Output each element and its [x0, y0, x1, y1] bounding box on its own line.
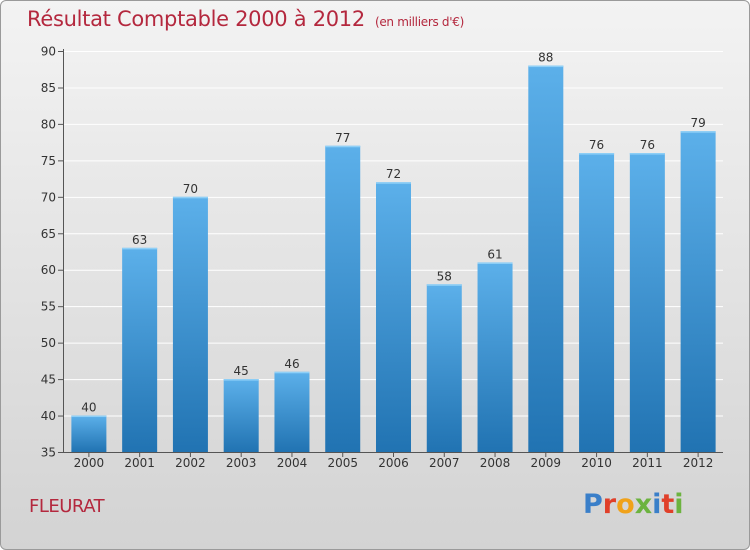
bar-2011	[629, 153, 665, 452]
data-label-2003: 45	[234, 364, 249, 378]
data-label-2006: 72	[386, 167, 401, 181]
x-tick-label: 2003	[226, 456, 257, 470]
y-tick-label: 40	[41, 409, 56, 423]
x-tick-label: 2002	[175, 456, 206, 470]
x-tick-label: 2001	[124, 456, 155, 470]
x-tick-label: 2012	[683, 456, 714, 470]
y-tick-label: 55	[41, 300, 56, 314]
bar-2007	[426, 284, 462, 452]
x-tick-label: 2006	[378, 456, 409, 470]
x-tick-label: 2008	[480, 456, 511, 470]
x-tick-label: 2007	[429, 456, 460, 470]
y-tick-label: 65	[41, 227, 56, 241]
axis-layer: 35 40 45 50 55 60 65 70 75 80 85 90 2000 2001 2002 2003…	[41, 45, 723, 470]
x-tick-label: 2010	[581, 456, 612, 470]
chart-unit: (en milliers d'€)	[374, 15, 464, 29]
data-label-2009: 88	[538, 51, 553, 65]
bar-2004	[274, 371, 310, 452]
bar-2002	[172, 196, 208, 452]
y-tick-label: 80	[41, 117, 56, 131]
bar-2008	[477, 262, 513, 452]
y-tick-label: 35	[41, 446, 56, 460]
data-label-2007: 58	[437, 269, 452, 283]
chart-title: Résultat Comptable 2000 à 2012 (en millie…	[27, 7, 464, 31]
bar-highlight	[274, 371, 310, 374]
bar-2009	[528, 65, 564, 452]
bar-highlight	[172, 196, 208, 199]
bar-2012	[680, 131, 716, 452]
data-label-2011: 76	[640, 138, 655, 152]
bar-2000	[71, 415, 107, 452]
x-tick-label: 2009	[531, 456, 562, 470]
bar-highlight	[579, 153, 615, 155]
bar-highlight	[426, 284, 462, 286]
data-label-2010: 76	[589, 138, 604, 152]
x-tick-label: 2005	[327, 456, 358, 470]
bar-highlight	[325, 145, 361, 148]
data-label-2002: 70	[183, 182, 198, 196]
x-tick-label: 2004	[277, 456, 308, 470]
data-label-2001: 63	[132, 233, 147, 247]
bar-highlight	[528, 65, 564, 68]
bar-highlight	[376, 182, 411, 184]
x-tick-label: 2000	[74, 456, 105, 470]
bar-highlight	[629, 153, 665, 155]
logo-letter: x	[634, 489, 653, 520]
logo-letter: t	[661, 489, 675, 520]
bar-highlight	[71, 415, 107, 418]
data-label-2005: 77	[335, 131, 350, 145]
bar-2003	[223, 379, 259, 452]
logo-letter: P	[583, 489, 603, 520]
y-tick-label: 75	[41, 154, 56, 168]
proxiti-logo: Proxiti	[583, 489, 684, 520]
bar-2010	[579, 153, 615, 452]
y-tick-label: 60	[41, 263, 56, 277]
logo-letter: i	[674, 489, 684, 520]
logo-letter: i	[652, 489, 662, 520]
bar-highlight	[477, 262, 513, 264]
data-label-2008: 61	[487, 247, 502, 261]
data-label-2000: 40	[81, 401, 96, 415]
logo-letter: r	[602, 489, 617, 520]
bar-highlight	[122, 247, 158, 250]
chart-title-text: Résultat Comptable 2000 à 2012	[27, 7, 365, 31]
logo-letter: o	[616, 489, 635, 520]
y-tick-label: 70	[41, 190, 56, 204]
bar-highlight	[223, 379, 259, 381]
y-tick-label: 85	[41, 81, 56, 95]
y-tick-label: 90	[41, 45, 56, 59]
label-layer: 40 63 70 45 46 77 72 58 61 88 76 76 79	[81, 51, 706, 415]
bar-layer	[71, 65, 716, 453]
data-label-2012: 79	[690, 116, 705, 130]
y-tick-label: 50	[41, 336, 56, 350]
x-tick-label: 2011	[632, 456, 663, 470]
y-tick-label: 45	[41, 373, 56, 387]
bar-highlight	[680, 131, 716, 133]
bar-2006	[376, 182, 411, 452]
commune-name: FLEURAT	[29, 496, 105, 517]
bar-2005	[325, 145, 361, 453]
data-label-2004: 46	[284, 357, 299, 371]
bar-2001	[122, 247, 158, 452]
